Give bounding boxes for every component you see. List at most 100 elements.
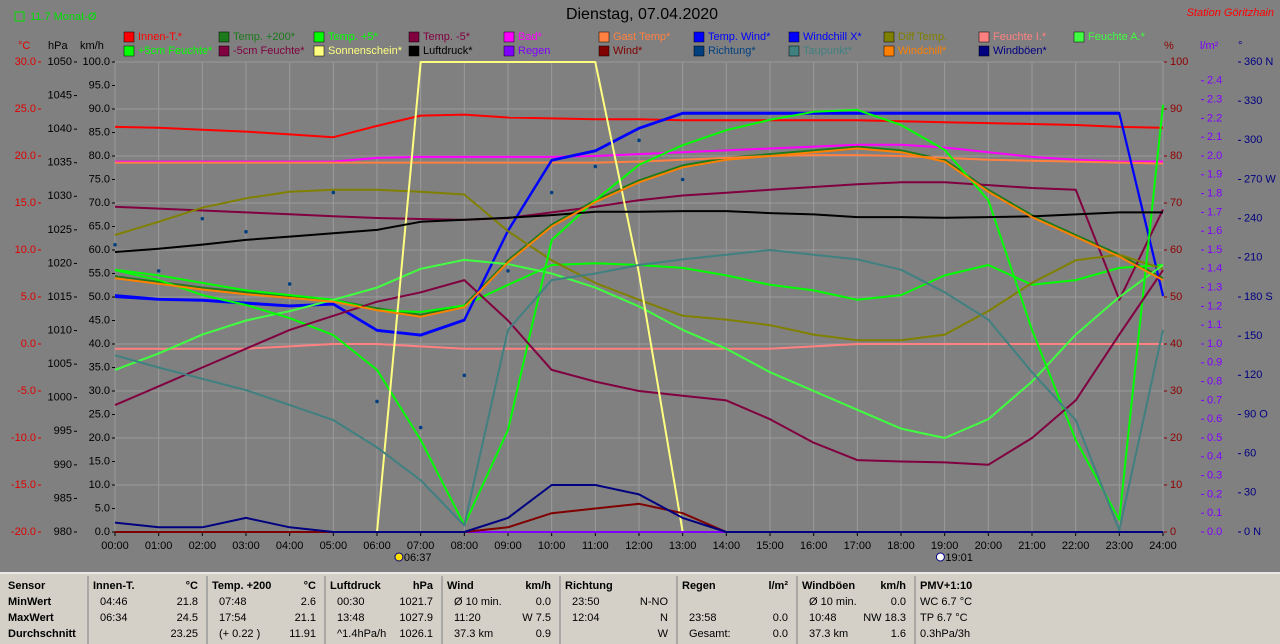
series-point xyxy=(287,282,292,286)
y-tick-label: 75.0 xyxy=(89,173,110,185)
legend-swatch xyxy=(788,45,800,57)
group-name: Luftdruck xyxy=(330,580,382,592)
table-cell: 2.6 xyxy=(301,596,316,608)
legend-swatch xyxy=(503,45,515,57)
table-cell: W 7.5 xyxy=(522,612,551,624)
table-cell: 13:48 xyxy=(337,612,365,624)
y-tick-label: 1.5 xyxy=(1207,244,1222,256)
legend-label: Temp. Wind* xyxy=(708,31,771,43)
axis-unit: km/h xyxy=(80,40,104,52)
y-tick-label: 1.8 xyxy=(1207,188,1222,200)
series-point xyxy=(506,269,510,273)
series-point xyxy=(331,190,336,195)
y-tick-label: 100.0 xyxy=(82,56,110,68)
legend-label: Regen xyxy=(518,45,550,57)
table-cell: 12:04 xyxy=(572,612,600,624)
legend-label: Luftdruck* xyxy=(423,45,473,57)
legend-label: Sonnenschein* xyxy=(328,45,403,57)
legend-swatch xyxy=(693,31,705,43)
series-line xyxy=(114,147,1164,318)
legend-swatch xyxy=(883,45,895,57)
y-tick-label: 60 xyxy=(1244,448,1256,460)
y-tick-label: 15.0 xyxy=(89,455,110,467)
x-tick-label: 02:00 xyxy=(189,540,217,552)
y-tick-label: 20 xyxy=(1170,432,1182,444)
x-tick-label: 00:00 xyxy=(101,540,129,552)
y-tick-label: -5.0 xyxy=(17,385,36,397)
axis-unit: l/m² xyxy=(1200,40,1219,52)
y-tick-label: 85.0 xyxy=(89,126,110,138)
group-unit: km/h xyxy=(880,580,906,592)
x-tick-label: 09:00 xyxy=(494,540,522,552)
series-line xyxy=(114,113,1164,139)
y-tick-label: 0.7 xyxy=(1207,394,1222,406)
table-cell: 0.3hPa/3h xyxy=(920,628,970,640)
series-line xyxy=(115,154,1164,165)
legend-label: Temp. +5* xyxy=(328,31,379,43)
legend-swatch xyxy=(883,31,895,43)
x-tick-label: 17:00 xyxy=(844,540,872,552)
x-tick-label: 03:00 xyxy=(232,540,260,552)
y-tick-label: 90 O xyxy=(1244,408,1268,420)
y-tick-label: 980 xyxy=(54,526,72,538)
series-point xyxy=(244,229,248,234)
legend-label: Temp. +200* xyxy=(233,31,296,43)
x-tick-label: 10:00 xyxy=(538,540,566,552)
table-cell: 37.3 km xyxy=(454,628,493,640)
legend-swatch xyxy=(313,45,325,57)
table-cell: WC 6.7 °C xyxy=(920,596,972,608)
table-cell: 17:54 xyxy=(219,612,247,624)
y-tick-label: 120 xyxy=(1244,369,1262,381)
legend-swatch xyxy=(978,31,990,43)
y-tick-label: 80.0 xyxy=(89,150,110,162)
y-tick-label: 2.2 xyxy=(1207,112,1222,124)
sun-icon xyxy=(935,552,945,562)
x-tick-label: 04:00 xyxy=(276,540,304,552)
table-cell: 10:48 xyxy=(809,612,837,624)
chart-title: Dienstag, 07.04.2020 xyxy=(566,6,718,23)
table-cell: 23.25 xyxy=(170,628,198,640)
annotation: 06:37 xyxy=(404,552,432,564)
y-tick-label: 5.0 xyxy=(21,291,36,303)
x-tick-label: 20:00 xyxy=(975,540,1003,552)
y-tick-label: 0.0 xyxy=(1207,526,1222,538)
table-cell: NW 18.3 xyxy=(863,612,906,624)
legend-label: Wind* xyxy=(613,45,643,57)
y-tick-label: 45.0 xyxy=(89,314,110,326)
legend-label: Windböen* xyxy=(993,45,1048,57)
group-name: Innen-T. xyxy=(93,580,135,592)
series-line xyxy=(114,249,1164,532)
table-cell: W xyxy=(658,628,669,640)
y-tick-label: 1.0 xyxy=(1207,338,1222,350)
y-tick-label: 0.6 xyxy=(1207,413,1222,425)
table-cell: 0.0 xyxy=(773,612,788,624)
axis-unit: % xyxy=(1164,40,1174,52)
y-tick-label: 1030 xyxy=(48,190,72,202)
series-line xyxy=(114,188,1164,342)
series-point xyxy=(156,269,161,273)
y-tick-label: 990 xyxy=(54,459,72,471)
y-tick-label: -10.0 xyxy=(11,432,36,444)
y-tick-label: 0 N xyxy=(1244,526,1261,538)
y-tick-label: 40.0 xyxy=(89,338,110,350)
legend-label: Temp. -5* xyxy=(423,31,471,43)
legend-label: Windchill X* xyxy=(803,31,862,43)
x-tick-label: 06:00 xyxy=(363,540,391,552)
y-tick-label: 1015 xyxy=(48,291,72,303)
table-cell: TP 6.7 °C xyxy=(920,612,968,624)
y-tick-label: 10 xyxy=(1170,479,1182,491)
table-cell: 0.0 xyxy=(891,596,906,608)
y-tick-label: 100 xyxy=(1170,56,1188,68)
y-tick-label: 2.0 xyxy=(1207,150,1222,162)
x-tick-label: 24:00 xyxy=(1149,540,1177,552)
legend-label: Gast Temp* xyxy=(613,31,671,43)
y-tick-label: 270 W xyxy=(1244,173,1276,185)
series-point xyxy=(418,425,423,430)
series-point xyxy=(593,164,598,169)
y-tick-label: 210 xyxy=(1244,252,1262,264)
y-tick-label: 90 xyxy=(1170,103,1182,115)
x-tick-label: 18:00 xyxy=(887,540,915,552)
legend-swatch xyxy=(123,45,135,57)
x-tick-label: 23:00 xyxy=(1106,540,1134,552)
